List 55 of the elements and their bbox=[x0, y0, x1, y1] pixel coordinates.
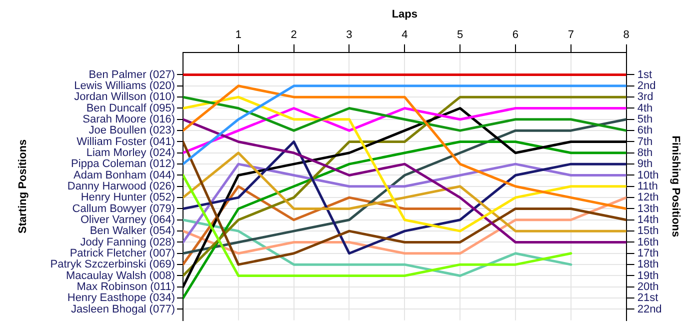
text: Henry Hunter (052) bbox=[80, 192, 175, 204]
y-tick-label: 11th bbox=[637, 180, 658, 192]
x-tick-label: 5 bbox=[457, 28, 464, 41]
y-tick-label: 4th bbox=[637, 102, 653, 114]
y-tick-label: 16th bbox=[637, 236, 659, 248]
text: Pippa Coleman (012) bbox=[71, 158, 175, 170]
x-axis-title: Laps bbox=[392, 8, 418, 21]
y-tick-label: 22nd bbox=[637, 303, 662, 316]
text: Oliver Varney (064) bbox=[80, 214, 175, 226]
text: Sarah Moore (016) bbox=[82, 113, 175, 126]
y-tick-label: 3rd bbox=[637, 91, 654, 104]
text: Jasleen Bhogal (077) bbox=[71, 303, 175, 316]
x-tick-label: 4 bbox=[402, 28, 408, 41]
text: Patryk Szczerbinski (069) bbox=[50, 258, 175, 271]
x-tick-label: 7 bbox=[568, 28, 574, 41]
y-tick-label: 20th bbox=[637, 280, 659, 293]
y-tick-label: 15th bbox=[637, 225, 659, 238]
text: Danny Harwood (026) bbox=[67, 180, 175, 192]
text: Patrick Fletcher (007) bbox=[70, 247, 175, 260]
text: Jordan Willson (010) bbox=[74, 91, 175, 104]
y-tick-label: 12th bbox=[637, 192, 659, 204]
text: Ben Duncalf (095) bbox=[86, 102, 175, 114]
x-tick-label: 1 bbox=[235, 28, 242, 41]
y-tick-label: 1st bbox=[637, 68, 652, 81]
x-tick-label: 3 bbox=[346, 28, 352, 41]
text: Adam Bonham (044) bbox=[74, 169, 175, 182]
y-tick-label: 10th bbox=[637, 169, 659, 182]
y-tick-label: 2nd bbox=[637, 80, 656, 92]
text: Callum Bowyer (079) bbox=[72, 202, 175, 215]
y-tick-label: 9th bbox=[637, 158, 653, 170]
text: Macaulay Walsh (008) bbox=[66, 270, 175, 282]
y-tick-label: 14th bbox=[637, 214, 659, 226]
x-tick-label: 8 bbox=[623, 28, 630, 41]
text: Ben Walker (054) bbox=[90, 225, 175, 238]
text: William Foster (041) bbox=[76, 136, 175, 148]
y-tick-label: 17th bbox=[637, 247, 659, 260]
y-tick-label: 19th bbox=[637, 270, 659, 282]
y-tick-label: 21st bbox=[637, 292, 658, 304]
text: Jody Fanning (028) bbox=[80, 236, 175, 248]
y-tick-label: 5th bbox=[637, 113, 653, 126]
text: Max Robinson (011) bbox=[76, 280, 175, 293]
text: Ben Palmer (027) bbox=[88, 68, 175, 81]
y-tick-label: 8th bbox=[637, 146, 653, 159]
y-tick-label: 18th bbox=[637, 258, 659, 271]
text: Henry Easthope (034) bbox=[67, 292, 175, 304]
text: Liam Morley (024) bbox=[86, 146, 175, 159]
text: Lewis Williams (020) bbox=[74, 80, 175, 92]
text: Starting Positions bbox=[17, 139, 30, 234]
x-tick-label: 2 bbox=[290, 28, 297, 41]
y-tick-label: 13th bbox=[637, 202, 659, 215]
x-tick-label: 6 bbox=[512, 28, 519, 41]
text: Joe Boullen (023) bbox=[88, 124, 175, 137]
y-tick-label: 7th bbox=[637, 136, 653, 148]
y-axis-title: Finishing Positions bbox=[669, 136, 682, 238]
y-tick-label: 6th bbox=[637, 124, 653, 137]
